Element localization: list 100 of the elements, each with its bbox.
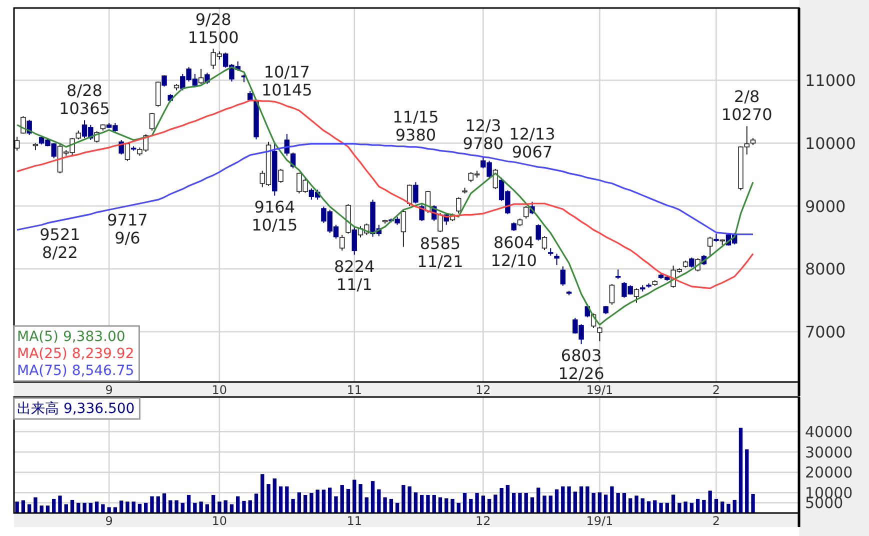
text: 11/15 9380	[392, 107, 439, 144]
candlestick	[609, 283, 615, 306]
bar	[113, 507, 118, 513]
y-tick-label: 9000	[805, 196, 846, 216]
bar	[622, 492, 626, 513]
text: 8585 11/21	[417, 234, 464, 272]
text: MA(5) 9,383.00	[17, 329, 126, 345]
text: 出来高 9,336.500	[17, 401, 135, 417]
candlestick	[400, 210, 406, 248]
candlestick	[156, 81, 161, 108]
bar	[438, 497, 442, 513]
text: 6803 12/26	[558, 346, 604, 384]
candlestick	[560, 266, 566, 286]
bar	[426, 494, 430, 513]
bar	[322, 490, 326, 513]
candlestick	[615, 268, 621, 280]
x-tick-label: 10	[212, 514, 228, 528]
bar	[640, 498, 644, 513]
bar	[738, 428, 743, 513]
bar	[174, 500, 178, 513]
candlestick	[536, 224, 541, 242]
bar	[303, 494, 308, 513]
x-tick-label: 11	[346, 383, 362, 397]
bar	[316, 490, 320, 513]
bar	[684, 502, 688, 513]
y-tick-label: 10000	[805, 134, 856, 153]
bar	[285, 486, 289, 513]
text: MA(75) 8,546.75	[17, 363, 134, 379]
bar	[205, 504, 210, 513]
bar	[702, 500, 706, 513]
bar	[266, 484, 270, 513]
bar	[119, 500, 124, 513]
bar	[352, 480, 356, 513]
bar	[291, 498, 295, 513]
candlestick	[413, 182, 418, 204]
x-tick-label: 12	[476, 514, 491, 528]
candlestick	[149, 112, 155, 132]
bar	[726, 504, 730, 513]
bar	[414, 492, 418, 513]
bar	[15, 502, 19, 513]
bar	[610, 486, 614, 513]
x-tick-label: 2	[712, 514, 720, 528]
bar	[518, 492, 522, 513]
bar	[592, 492, 596, 513]
bar	[450, 498, 454, 513]
text: 8224 11/1	[334, 256, 375, 294]
bar	[420, 494, 424, 513]
bar	[444, 498, 448, 513]
bar	[224, 500, 228, 513]
bar	[616, 492, 620, 513]
text: 8604 12/10	[490, 232, 537, 270]
text: MA(25) 8,239.92	[17, 346, 134, 362]
bar	[242, 500, 246, 513]
bar	[94, 502, 99, 513]
x-tick-label: 19/1	[586, 383, 614, 397]
candlestick	[438, 212, 443, 233]
bar	[720, 502, 724, 513]
y-tick-label: 30000	[805, 443, 853, 462]
bar	[52, 498, 56, 513]
bar	[524, 492, 528, 513]
y-tick-label: 8000	[805, 260, 846, 279]
bar	[481, 496, 485, 513]
bar	[714, 498, 718, 513]
candlestick	[689, 257, 694, 268]
bar	[659, 502, 663, 513]
bar	[82, 502, 86, 513]
bar	[579, 486, 584, 513]
bar	[272, 478, 276, 513]
bar	[469, 498, 473, 513]
bar	[162, 493, 166, 513]
bar	[64, 504, 68, 513]
bar	[193, 502, 197, 513]
text: 8/28 10365	[59, 81, 110, 118]
bar	[230, 504, 234, 513]
bar	[506, 485, 510, 513]
bar	[573, 492, 577, 513]
candlestick	[634, 288, 640, 304]
bar	[554, 489, 559, 513]
bar	[358, 484, 362, 513]
candlestick	[340, 234, 345, 252]
candlestick	[198, 68, 204, 85]
bar	[561, 486, 565, 513]
text: 9/28 11500	[188, 10, 239, 47]
bar	[536, 488, 540, 513]
candlestick	[456, 196, 462, 214]
bar	[58, 496, 62, 513]
bar	[101, 504, 105, 513]
bar	[310, 492, 314, 513]
bar	[389, 498, 394, 513]
y-tick-label: 20000	[805, 464, 853, 482]
x-tick-label: 11	[346, 514, 362, 528]
bar	[487, 498, 492, 513]
text: 9521 8/22	[40, 224, 80, 262]
bar	[218, 502, 222, 513]
bar	[542, 496, 546, 513]
bar	[260, 474, 264, 513]
candlestick	[707, 236, 713, 257]
text: 2/8 10270	[721, 87, 772, 124]
bar	[211, 494, 216, 513]
bar	[70, 500, 74, 513]
